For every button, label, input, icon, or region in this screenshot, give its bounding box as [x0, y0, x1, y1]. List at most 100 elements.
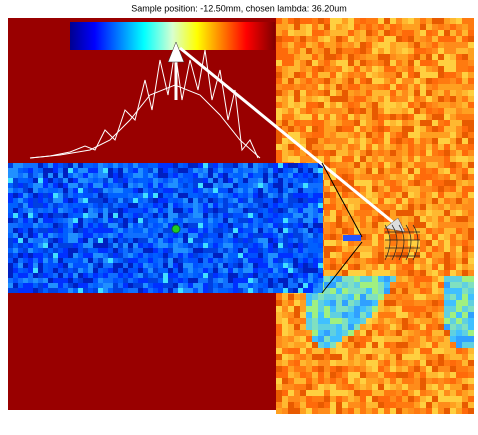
pixel: [468, 222, 474, 228]
pixel: [218, 218, 223, 223]
pixel: [414, 48, 420, 54]
pixel: [444, 366, 450, 372]
pixel: [183, 208, 188, 213]
pixel: [378, 348, 384, 354]
pixel: [402, 48, 408, 54]
pixel: [28, 178, 33, 183]
pixel: [178, 263, 183, 268]
pixel: [366, 156, 372, 162]
pixel: [306, 390, 312, 396]
pixel: [390, 36, 396, 42]
pixel: [438, 24, 444, 30]
pixel: [324, 306, 330, 312]
pixel: [283, 203, 288, 208]
pixel: [128, 278, 133, 283]
pixel: [366, 108, 372, 114]
pixel: [318, 150, 324, 156]
pixel: [414, 18, 420, 24]
pixel: [33, 173, 38, 178]
pixel: [450, 180, 456, 186]
pixel: [462, 192, 468, 198]
pixel: [276, 138, 282, 144]
pixel: [178, 213, 183, 218]
pixel: [462, 30, 468, 36]
pixel: [348, 102, 354, 108]
pixel: [450, 126, 456, 132]
pixel: [408, 42, 414, 48]
pixel: [173, 238, 178, 243]
pixel: [390, 54, 396, 60]
pixel: [408, 132, 414, 138]
pixel: [303, 183, 308, 188]
pixel: [183, 273, 188, 278]
pixel: [456, 324, 462, 330]
pixel: [223, 278, 228, 283]
pixel: [223, 193, 228, 198]
pixel: [108, 223, 113, 228]
pixel: [138, 163, 143, 168]
pixel: [378, 270, 384, 276]
pixel: [462, 114, 468, 120]
pixel: [303, 253, 308, 258]
pixel: [153, 178, 158, 183]
pixel: [278, 203, 283, 208]
pixel: [53, 173, 58, 178]
pixel: [396, 150, 402, 156]
pixel: [462, 150, 468, 156]
pixel: [456, 96, 462, 102]
pixel: [118, 243, 123, 248]
pixel: [426, 204, 432, 210]
pixel: [283, 253, 288, 258]
pixel: [43, 258, 48, 263]
pixel: [372, 216, 378, 222]
pixel: [456, 180, 462, 186]
pixel: [288, 238, 293, 243]
pixel: [13, 223, 18, 228]
pixel: [248, 193, 253, 198]
pixel: [360, 252, 366, 258]
pixel: [384, 156, 390, 162]
pixel: [426, 408, 432, 414]
pixel: [324, 294, 330, 300]
pixel: [456, 120, 462, 126]
pixel: [372, 246, 378, 252]
pixel: [414, 144, 420, 150]
pixel: [203, 208, 208, 213]
pixel: [396, 264, 402, 270]
pixel: [378, 66, 384, 72]
pixel: [456, 300, 462, 306]
pixel: [318, 60, 324, 66]
pixel: [396, 210, 402, 216]
pixel: [408, 288, 414, 294]
pixel: [233, 213, 238, 218]
pixel: [462, 42, 468, 48]
pixel: [288, 198, 293, 203]
pixel: [253, 173, 258, 178]
pixel: [426, 270, 432, 276]
pixel: [402, 78, 408, 84]
pixel: [306, 330, 312, 336]
pixel: [342, 66, 348, 72]
pixel: [414, 156, 420, 162]
pixel: [13, 283, 18, 288]
pixel: [408, 198, 414, 204]
pixel: [183, 268, 188, 273]
pixel: [88, 163, 93, 168]
pixel: [294, 318, 300, 324]
pixel: [396, 276, 402, 282]
pixel: [432, 60, 438, 66]
pixel: [288, 54, 294, 60]
pixel: [456, 288, 462, 294]
pixel: [288, 294, 294, 300]
pixel: [78, 233, 83, 238]
pixel: [108, 213, 113, 218]
pixel: [294, 360, 300, 366]
pixel: [233, 178, 238, 183]
pixel: [188, 278, 193, 283]
pixel: [456, 108, 462, 114]
pixel: [188, 198, 193, 203]
pixel: [378, 108, 384, 114]
pixel: [432, 240, 438, 246]
pixel: [88, 218, 93, 223]
pixel: [414, 114, 420, 120]
